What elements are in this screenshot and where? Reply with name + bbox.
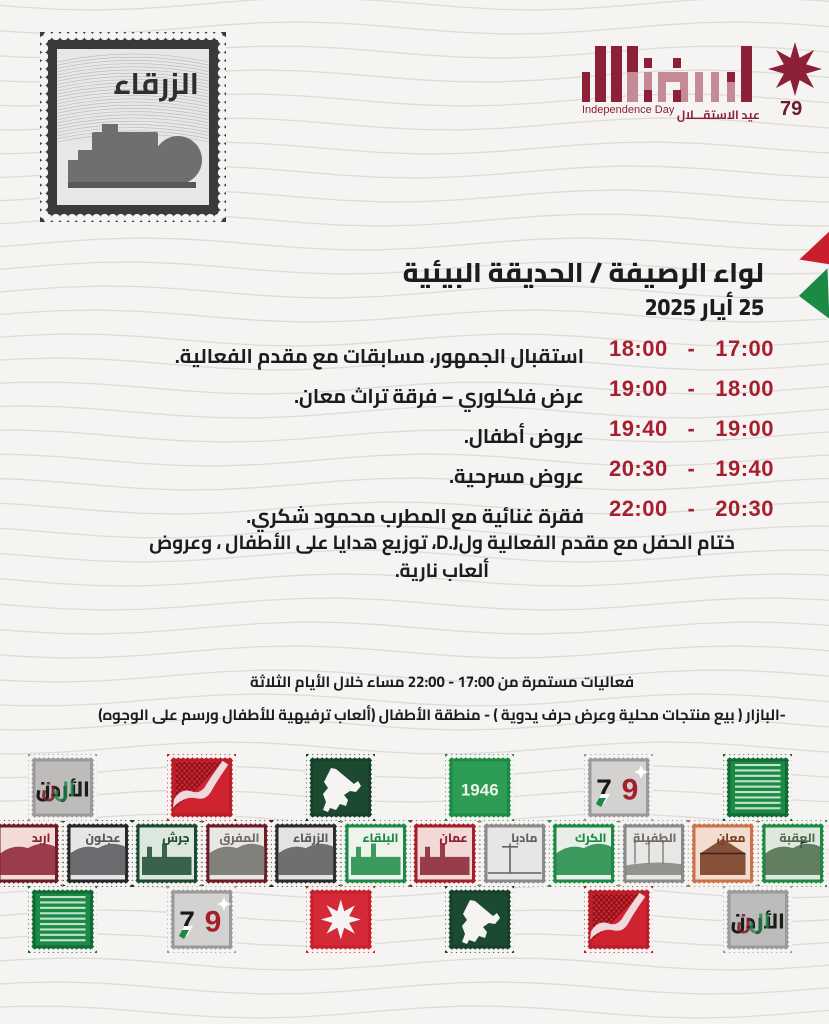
svg-text:ال: ال — [749, 902, 771, 941]
svg-text:معان: معان — [717, 826, 746, 849]
svg-text:المفرق: المفرق — [219, 826, 259, 849]
svg-text:ن: ن — [736, 902, 751, 941]
svg-text:اربد: اربد — [32, 826, 51, 849]
svg-text:1946: 1946 — [461, 781, 499, 800]
svg-text:ن: ن — [41, 770, 56, 809]
svg-text:جرش: جرش — [162, 826, 189, 849]
svg-text:الزرقاء: الزرقاء — [113, 56, 199, 112]
svg-text:العقبة: العقبة — [779, 826, 815, 849]
svg-text:البلقاء: البلقاء — [362, 826, 398, 849]
svg-text:مادبا: مادبا — [511, 826, 537, 849]
svg-text:الكرك: الكرك — [575, 826, 606, 849]
svg-text:عمان: عمان — [439, 826, 467, 849]
svg-text:الزرقاء: الزرقاء — [293, 826, 329, 849]
svg-text:الطفيلة: الطفيلة — [633, 826, 676, 849]
svg-text:9: 9 — [621, 774, 638, 807]
svg-text:ال: ال — [54, 770, 76, 809]
svg-text:عجلون: عجلون — [85, 826, 120, 849]
svg-text:9: 9 — [204, 906, 221, 939]
